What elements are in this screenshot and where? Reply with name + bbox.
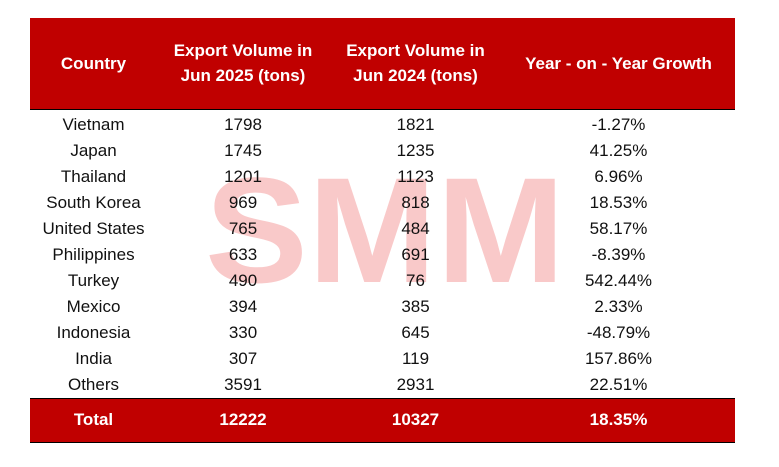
cell-country: Japan [70, 140, 117, 160]
cell-yoy: 157.86% [584, 348, 653, 368]
table-row: Thailand 1201 1123 6.96% [30, 164, 735, 190]
cell-country: Thailand [60, 166, 127, 186]
cell-jun2024: 1123 [397, 166, 434, 186]
header-export-volume-2024: Export Volume in Jun 2024 (tons) [329, 18, 502, 110]
cell-yoy: 2.33% [594, 296, 643, 316]
cell-jun2025: 490 [228, 270, 258, 290]
table-row: South Korea 969 818 18.53% [30, 190, 735, 216]
table-row: Philippines 633 691 -8.39% [30, 242, 735, 268]
total-jun2025: 12222 [157, 397, 329, 443]
cell-jun2024: 1821 [396, 114, 435, 134]
table-row: Turkey 490 76 542.44% [30, 268, 735, 294]
table-row: Vietnam 1798 1821 -1.27% [30, 109, 735, 138]
cell-country: Mexico [66, 296, 121, 316]
cell-country: United States [42, 218, 145, 238]
table-total-row: Total 12222 10327 18.35% [30, 397, 735, 443]
header-country: Country [30, 18, 157, 110]
cell-jun2025: 3591 [224, 374, 262, 394]
cell-jun2024: 818 [401, 192, 430, 212]
cell-yoy: -1.27% [591, 114, 646, 134]
total-yoy: 18.35% [502, 397, 735, 443]
table-header-row: Country Export Volume in Jun 2025 (tons)… [30, 18, 735, 110]
table-row: India 307 119 157.86% [30, 346, 735, 372]
cell-jun2025: 1201 [224, 166, 262, 186]
cell-jun2024: 1235 [396, 140, 435, 160]
cell-jun2025: 765 [228, 218, 258, 238]
cell-yoy: 542.44% [584, 270, 653, 290]
cell-country: South Korea [46, 192, 141, 212]
header-yoy-growth: Year - on - Year Growth [502, 18, 735, 110]
cell-jun2025: 330 [228, 322, 258, 342]
cell-yoy: 58.17% [589, 218, 648, 238]
cell-jun2024: 119 [401, 348, 430, 368]
cell-jun2024: 484 [401, 218, 430, 238]
table-row: Indonesia 330 645 -48.79% [30, 320, 735, 346]
cell-yoy: 41.25% [589, 140, 648, 160]
cell-yoy: 18.53% [589, 192, 648, 212]
table-row: Others 3591 2931 22.51% [30, 372, 735, 399]
cell-jun2025: 633 [228, 244, 258, 264]
cell-country: Indonesia [56, 322, 131, 342]
cell-yoy: 6.96% [594, 166, 643, 186]
cell-jun2024: 385 [401, 296, 430, 316]
cell-country: Others [67, 374, 120, 394]
cell-jun2025: 307 [228, 348, 258, 368]
header-export-volume-2025: Export Volume in Jun 2025 (tons) [157, 18, 329, 110]
table-row: United States 765 484 58.17% [30, 216, 735, 242]
cell-jun2025: 1745 [224, 140, 262, 160]
cell-yoy: -8.39% [591, 244, 646, 264]
cell-country: India [75, 348, 112, 368]
cell-country: Turkey [67, 270, 120, 290]
cell-jun2024: 76 [406, 270, 425, 290]
table-row: Mexico 394 385 2.33% [30, 294, 735, 320]
table-row: Japan 1745 1235 41.25% [30, 138, 735, 164]
cell-yoy: 22.51% [589, 374, 648, 394]
cell-country: Philippines [52, 244, 135, 264]
cell-yoy: -48.79% [586, 322, 651, 342]
cell-jun2024: 645 [401, 322, 430, 342]
cell-jun2025: 969 [228, 192, 258, 212]
total-jun2024: 10327 [329, 397, 502, 443]
cell-country: Vietnam [62, 114, 125, 134]
cell-jun2024: 691 [401, 244, 430, 264]
export-volume-table: Country Export Volume in Jun 2025 (tons)… [30, 18, 735, 443]
total-label: Total [30, 397, 157, 443]
cell-jun2024: 2931 [396, 374, 435, 394]
cell-jun2025: 394 [228, 296, 258, 316]
cell-jun2025: 1798 [224, 114, 262, 134]
